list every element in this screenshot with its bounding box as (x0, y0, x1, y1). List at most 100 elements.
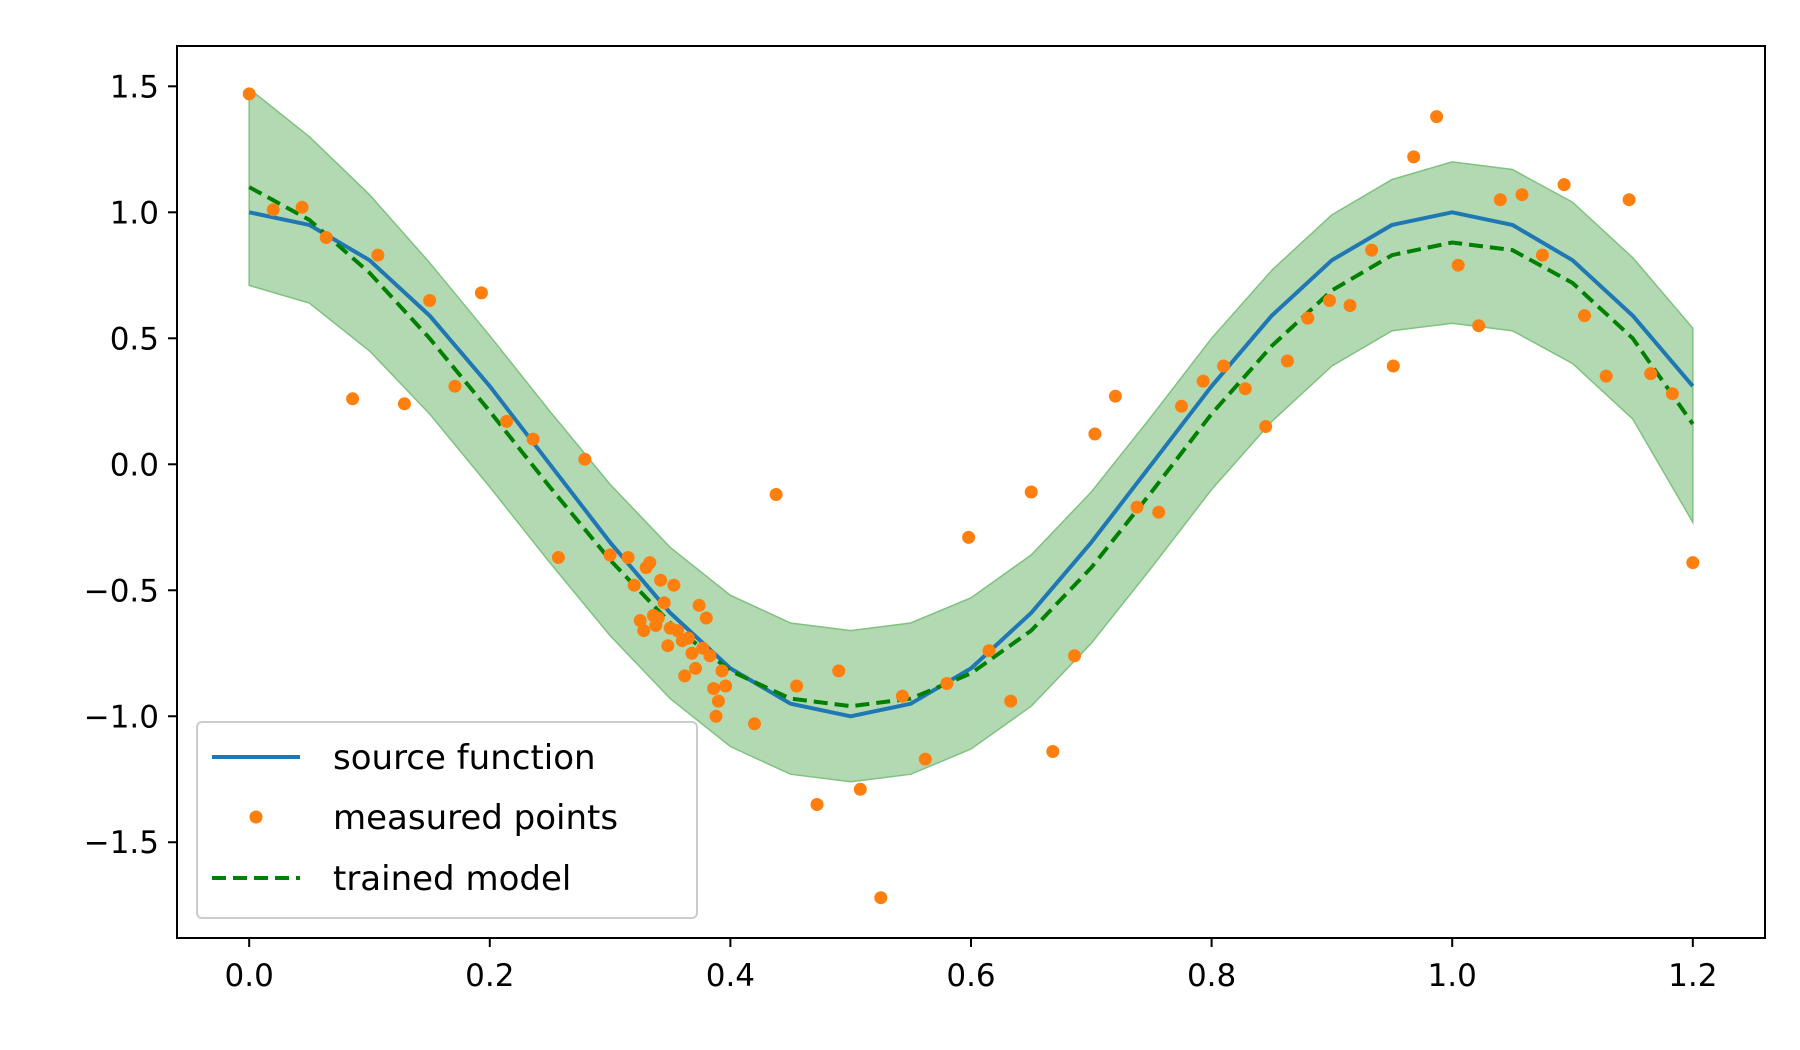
measured-point (1024, 485, 1038, 499)
measured-point (1068, 649, 1081, 663)
measured-point (1301, 311, 1315, 325)
measured-point (711, 694, 725, 708)
y-tick-label: 0.0 (110, 447, 159, 483)
measured-point (1686, 556, 1700, 570)
measured-point (681, 631, 695, 645)
measured-point (295, 200, 309, 214)
measured-point (1152, 505, 1166, 519)
measured-point (1451, 258, 1465, 272)
measured-point (689, 661, 702, 675)
x-tick-label: 0.2 (465, 958, 514, 994)
x-tick-label: 0.8 (1187, 958, 1236, 994)
measured-point (748, 717, 761, 731)
measured-point (1665, 387, 1679, 401)
y-tick-label: 1.0 (110, 195, 159, 231)
measured-point (319, 231, 333, 244)
measured-point (1472, 319, 1486, 333)
measured-point (709, 709, 723, 723)
measured-point (1004, 694, 1018, 708)
measured-point (1046, 745, 1060, 758)
measured-point (918, 752, 932, 766)
measured-point (853, 782, 867, 796)
measured-point (551, 551, 565, 564)
measured-point (769, 488, 783, 501)
measured-point (940, 677, 954, 690)
x-tick-label: 0.6 (946, 958, 995, 994)
measured-point (627, 578, 641, 592)
legend-label-trained-model: trained model (333, 859, 571, 899)
measured-point (621, 551, 635, 564)
x-tick-label: 0.4 (706, 958, 755, 994)
measured-point (1108, 389, 1122, 403)
measured-point (637, 624, 651, 638)
measured-point (423, 294, 437, 307)
measured-point (1196, 374, 1210, 388)
y-tick-label: −1.5 (84, 825, 159, 861)
measured-point (1535, 248, 1549, 262)
measured-point (699, 611, 713, 625)
legend: source function measured points trained … (196, 721, 698, 919)
legend-label-source-function: source function (333, 738, 596, 778)
source-function-line (248, 210, 1695, 719)
y-tick-label: 1.5 (110, 69, 159, 105)
measured-point (603, 548, 617, 562)
measured-point (1323, 294, 1336, 307)
measured-point (1343, 299, 1357, 312)
measured-point (874, 891, 888, 905)
measured-point (1515, 188, 1529, 202)
measured-point (810, 798, 824, 811)
measured-point (1130, 500, 1144, 514)
x-tick-label: 1.0 (1428, 958, 1477, 994)
legend-label-measured-points: measured points (333, 798, 618, 838)
measured-point (685, 646, 699, 660)
measured-point (678, 669, 692, 683)
measured-point (1407, 150, 1421, 164)
measured-point (719, 679, 733, 693)
measured-point (671, 624, 684, 638)
measured-point (1259, 420, 1273, 433)
legend-swatch-measured-points (249, 810, 263, 824)
measured-point (633, 614, 647, 627)
measured-point (1280, 354, 1294, 368)
measured-point (1644, 367, 1658, 381)
measured-point (500, 414, 514, 428)
measured-point (715, 664, 729, 678)
measured-point (578, 452, 592, 466)
measured-point (1622, 193, 1636, 207)
measured-point (1578, 309, 1591, 323)
legend-box (196, 721, 698, 919)
measured-point (703, 649, 717, 663)
measured-point (397, 397, 411, 411)
measured-point (692, 598, 706, 612)
measured-point (1599, 369, 1613, 383)
measured-point (667, 578, 681, 592)
measured-point (474, 286, 488, 300)
measured-point (371, 248, 385, 262)
measured-point (962, 530, 976, 544)
measured-point (832, 664, 846, 678)
measured-point (982, 644, 996, 658)
measured-point (657, 596, 671, 610)
measured-point (242, 87, 256, 101)
x-tick-label: 1.2 (1668, 958, 1717, 994)
y-tick-label: −1.0 (84, 699, 159, 735)
measured-point (1493, 193, 1507, 207)
measured-point (266, 203, 280, 217)
measured-point (1386, 359, 1400, 373)
measured-point (661, 639, 675, 653)
measured-point (790, 679, 804, 693)
measured-point (1088, 427, 1102, 441)
x-tick-label: 0.0 (225, 958, 274, 994)
measured-point (1238, 382, 1252, 396)
measured-point (1430, 110, 1444, 124)
y-tick-label: −0.5 (84, 573, 159, 609)
measured-point (1365, 243, 1379, 257)
measured-point (346, 392, 360, 406)
measured-point (448, 379, 462, 393)
measured-point (526, 432, 540, 446)
measured-point (1557, 178, 1571, 192)
measured-point (895, 689, 909, 703)
measured-point (651, 611, 665, 625)
measured-point (643, 556, 657, 570)
